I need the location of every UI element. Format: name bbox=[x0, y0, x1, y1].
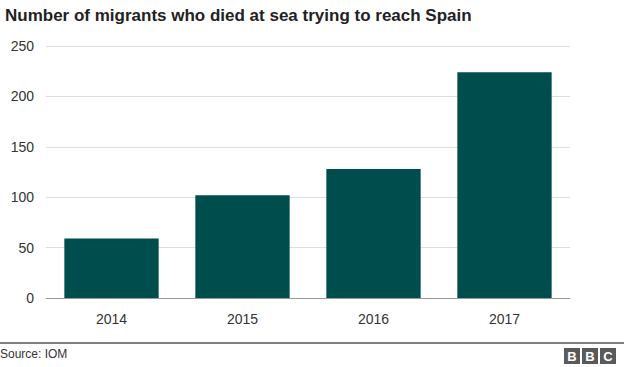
svg-text:2016: 2016 bbox=[358, 311, 389, 327]
svg-text:2014: 2014 bbox=[96, 311, 127, 327]
svg-text:Number of migrants who died at: Number of migrants who died at sea tryin… bbox=[5, 6, 472, 25]
svg-text:B: B bbox=[567, 349, 576, 364]
svg-text:2017: 2017 bbox=[489, 311, 520, 327]
svg-text:200: 200 bbox=[11, 88, 35, 104]
svg-text:B: B bbox=[585, 349, 594, 364]
svg-text:Source: IOM: Source: IOM bbox=[0, 347, 67, 361]
svg-text:0: 0 bbox=[26, 290, 34, 306]
svg-text:C: C bbox=[603, 349, 613, 364]
svg-text:150: 150 bbox=[11, 139, 35, 155]
svg-text:50: 50 bbox=[18, 240, 34, 256]
svg-text:2015: 2015 bbox=[227, 311, 258, 327]
svg-text:100: 100 bbox=[11, 189, 35, 205]
svg-text:250: 250 bbox=[11, 38, 35, 54]
